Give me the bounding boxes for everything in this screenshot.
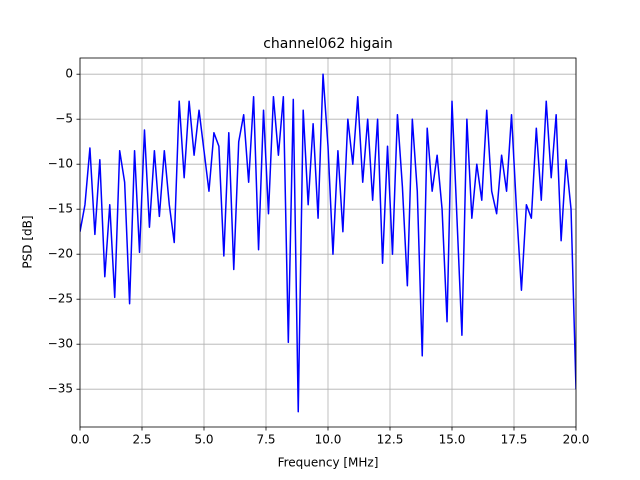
y-axis-label: PSD [dB] <box>21 215 35 268</box>
y-tick-label: −25 <box>48 292 73 306</box>
y-tick-label: −20 <box>48 247 73 261</box>
x-tick-label: 2.5 <box>132 433 151 447</box>
x-tick-label: 5.0 <box>194 433 213 447</box>
plot-frame <box>79 57 577 428</box>
x-tick-label: 7.5 <box>256 433 275 447</box>
x-tick-label: 20.0 <box>563 433 590 447</box>
y-tick-label: −30 <box>48 337 73 351</box>
line <box>80 73 576 413</box>
x-tick-label: 17.5 <box>501 433 528 447</box>
y-tick-label: −15 <box>48 202 73 216</box>
x-tick-label: 0.0 <box>70 433 89 447</box>
x-tick-label: 10.0 <box>315 433 342 447</box>
y-tick-label: 0 <box>65 67 73 81</box>
y-tick-label: −10 <box>48 157 73 171</box>
x-tick-label: 12.5 <box>377 433 404 447</box>
chart-title: channel062 higain <box>263 36 393 52</box>
y-tick-label: −5 <box>55 112 73 126</box>
x-axis-label: Frequency [MHz] <box>278 456 379 470</box>
x-tick-label: 15.0 <box>439 433 466 447</box>
y-tick-label: −35 <box>48 382 73 396</box>
